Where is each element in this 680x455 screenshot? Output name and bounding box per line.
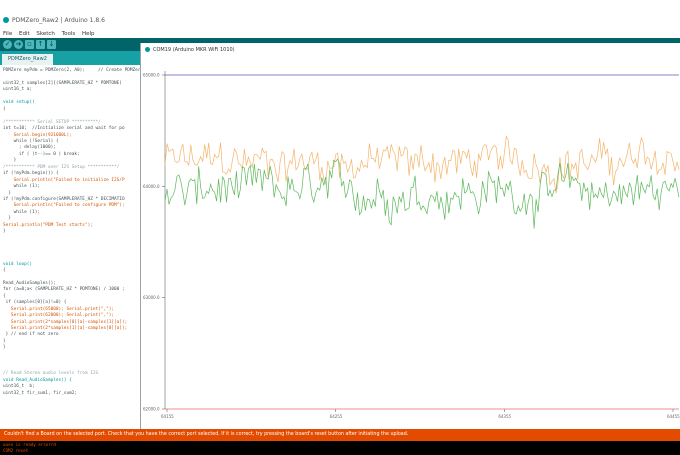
status-bar: Couldn't find a Board on the selected po…	[0, 429, 680, 441]
code-line: }	[3, 216, 11, 222]
signal-line-green	[164, 158, 680, 229]
code-line: if ( (t--)== 0 ) break;	[3, 151, 80, 157]
y-tick-label: 65000.0	[143, 73, 160, 78]
code-line: PDMZero myPdm = PDMZero(2, A0); // Creat…	[3, 68, 141, 73]
y-tick-label: 63000.0	[143, 295, 160, 300]
code-line: /*********** PDM over I2S Setup ********…	[3, 164, 120, 170]
code-line: }	[3, 338, 6, 344]
x-tick-label: 64255	[330, 414, 343, 419]
code-line: uint16_t a;	[3, 87, 33, 93]
code-line: Serial.println("PDM Test starts");	[3, 222, 93, 228]
serial-plotter-window: COM19 (Arduino MKR WiFi 1010) 62000.0 630…	[140, 43, 680, 429]
code-editor[interactable]: PDMZero myPdm = PDMZero(2, A0); // Creat…	[0, 65, 142, 429]
menu-sketch[interactable]: Sketch	[36, 31, 55, 37]
signal-line-orange	[164, 135, 680, 194]
open-sketch-button[interactable]: ↑	[36, 40, 45, 49]
code-line: Serial.print(62000); Serial.print(",");	[3, 313, 115, 319]
serial-plotter-title: COM19 (Arduino MKR WiFi 1010)	[153, 47, 235, 53]
code-line: ; delay(1000);	[3, 145, 56, 151]
code-line: {	[3, 267, 6, 273]
serial-plot-chart: 62000.0 63000.0 64000.0 65000.0 64155 64255 64…	[143, 71, 680, 419]
code-line: uint32_t fir_sum1, fir_sum2;	[3, 390, 78, 396]
output-console: ouse is ready ercorrd COM2 reset	[0, 441, 680, 455]
menu-tools[interactable]: Tools	[61, 31, 76, 37]
code-line: Serial.print(2*samples[1][a]-samples[0][…	[3, 326, 128, 331]
code-line: Read_AudioSamples();	[3, 280, 56, 286]
x-tick-label: 64355	[498, 414, 511, 419]
code-line: while (1);	[3, 209, 41, 215]
code-line: Serial.println("Failed to configure PDM"…	[3, 203, 125, 209]
code-line: for (a=0;a< (SAMPLERATE_HZ * PDMTONE) / …	[3, 287, 125, 293]
code-line: /*********** Serial SETUP **********/	[3, 119, 101, 125]
code-line: {	[3, 293, 6, 299]
code-line: }	[3, 229, 6, 235]
menu-bar: File Edit Sketch Tools Help	[0, 30, 680, 38]
sketch-tabs: PDMZero_Raw2	[0, 51, 142, 65]
console-line: ouse is ready ercorrd	[3, 442, 56, 447]
menu-help[interactable]: Help	[81, 31, 95, 37]
serial-plotter-titlebar: COM19 (Arduino MKR WiFi 1010)	[141, 43, 680, 57]
code-line: uint16_t b;	[3, 384, 35, 390]
upload-button[interactable]: ➜	[14, 40, 23, 49]
code-line: void setup()	[3, 100, 35, 106]
code-line: {	[3, 106, 6, 112]
code-line: if (samples[0][a]!=0) {	[3, 300, 67, 306]
code-line: while (!Serial) {	[3, 138, 59, 144]
console-line: COM2 reset	[3, 448, 29, 453]
code-line: // Read Stereo audio levels from I2S	[3, 371, 99, 377]
y-tick-label: 64000.0	[143, 184, 160, 189]
code-line: void loop()	[3, 261, 33, 267]
code-line: while (1);	[3, 184, 41, 190]
code-line: void Read_AudioSamples() {	[3, 377, 72, 383]
x-tick-label: 64455	[667, 414, 680, 419]
save-sketch-button[interactable]: ↓	[47, 40, 56, 49]
code-line: if (!myPdm.begin()) {	[3, 171, 59, 177]
menu-edit[interactable]: Edit	[18, 31, 30, 37]
arduino-logo-icon	[3, 17, 9, 23]
menu-file[interactable]: File	[3, 31, 13, 37]
x-tick-label: 64155	[161, 414, 174, 419]
arduino-logo-icon	[145, 47, 150, 52]
code-line: uint32_t samples[2][(SAMPLERATE_HZ * PDM…	[3, 80, 122, 86]
code-line: int t=10; //Initialize serial and wait f…	[3, 126, 125, 132]
title-bar: PDMZero_Raw2 | Arduino 1.8.6	[0, 0, 680, 30]
code-line: } // end if not zero	[3, 332, 59, 338]
code-line: Serial.print(2*samples[0][a]-samples[1][…	[3, 319, 128, 325]
code-line: Serial.print(65000); Serial.print(",");	[3, 306, 115, 312]
new-sketch-button[interactable]: ▫	[25, 40, 34, 49]
status-message: Couldn't find a Board on the selected po…	[4, 432, 409, 437]
code-line: if (!myPdm.configure(SAMPLERATE_HZ * DEC…	[3, 197, 125, 202]
verify-button[interactable]: ✓	[3, 40, 12, 49]
code-line: }	[3, 345, 6, 351]
code-line: Serial.begin(921600L);	[3, 132, 72, 138]
code-line: }	[3, 190, 11, 196]
code-line: Serial.println("Failed to initialize I2S…	[3, 177, 125, 183]
tab-pdmzero-raw2[interactable]: PDMZero_Raw2	[2, 54, 53, 65]
window-title: PDMZero_Raw2 | Arduino 1.8.6	[12, 17, 105, 24]
code-line: }	[3, 158, 17, 164]
y-tick-label: 62000.0	[143, 407, 160, 412]
